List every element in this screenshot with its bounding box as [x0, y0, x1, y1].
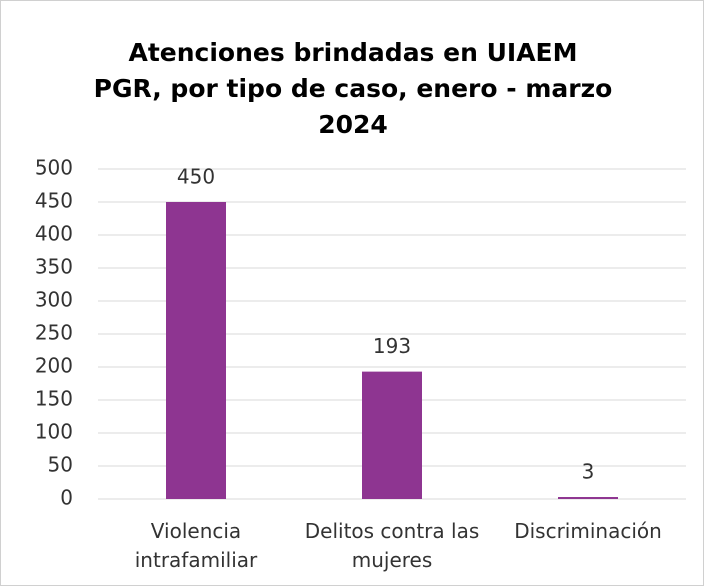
y-tick-label: 350 — [35, 255, 73, 279]
y-tick-label: 250 — [35, 321, 73, 345]
chart-title: Atenciones brindadas en UIAEM PGR, por t… — [93, 38, 613, 139]
y-tick-label: 50 — [48, 453, 73, 477]
y-tick-label: 100 — [35, 420, 73, 444]
y-tick-label: 400 — [35, 222, 73, 246]
bar — [362, 371, 422, 499]
x-tick-label: Delitos contra las mujeres — [304, 519, 480, 572]
data-label: 3 — [582, 460, 595, 484]
y-tick-label: 150 — [35, 387, 73, 411]
bar — [558, 497, 618, 499]
data-label: 450 — [177, 165, 215, 189]
x-tick-label: Violencia intrafamiliar — [134, 519, 258, 572]
data-label: 193 — [373, 334, 411, 358]
x-tick-label: Discriminación — [514, 519, 662, 543]
y-tick-label: 300 — [35, 288, 73, 312]
y-tick-label: 500 — [35, 156, 73, 180]
y-tick-label: 450 — [35, 189, 73, 213]
bar — [166, 202, 226, 499]
y-tick-label: 200 — [35, 354, 73, 378]
y-tick-label: 0 — [60, 486, 73, 510]
